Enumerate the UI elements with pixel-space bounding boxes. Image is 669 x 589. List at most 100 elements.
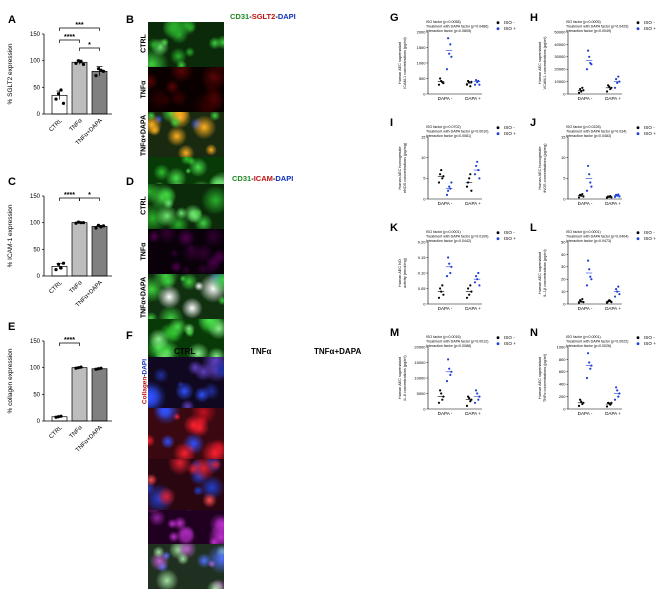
col-label-tnf-dapa: TNFα+DAPA [314, 347, 362, 356]
significance-bracket [79, 197, 100, 201]
micrograph-d-title: CD31-ICAM-DAPI [232, 174, 293, 183]
data-point [74, 221, 78, 225]
y-tick-label: 30000 [554, 54, 566, 59]
data-point [467, 395, 470, 398]
micrograph-grid-b [148, 22, 380, 427]
data-point [54, 415, 58, 419]
legend-marker [636, 342, 640, 346]
legend-marker [496, 126, 500, 130]
y-axis-label: Human AEC homogenate [398, 146, 402, 189]
data-point [99, 225, 103, 229]
x-tick-label: DAPA - [578, 96, 593, 101]
legend-marker [496, 21, 500, 25]
y-tick-label: 50000 [554, 29, 566, 34]
significance-bracket [79, 47, 100, 51]
legend-marker [636, 21, 640, 25]
y-tick-label: 10000 [554, 79, 566, 84]
data-point [475, 164, 478, 168]
legend-marker [636, 237, 640, 241]
data-point [475, 389, 478, 392]
data-point [477, 398, 480, 401]
legend-marker [636, 27, 640, 31]
data-point [447, 358, 450, 361]
panel-letter-h: H [530, 12, 538, 24]
row-label-tnf-dapa: TNFα+DAPA [140, 114, 148, 157]
legend-label: ISO + [644, 236, 656, 241]
row-label-tnf: TNFα [140, 242, 148, 261]
data-point [469, 284, 472, 287]
stats-text: ISO factor (p<0.0001) [566, 335, 601, 339]
y-tick-label: 15 [561, 134, 566, 139]
y-tick-label: 20000 [414, 344, 426, 349]
panel-letter-b: B [126, 14, 134, 26]
data-point [81, 62, 86, 66]
micrograph-image [148, 22, 225, 67]
y-axis-label: TNFα concentrations (pg/ml) [543, 353, 547, 402]
y-tick-label: 5 [423, 176, 426, 181]
data-point [445, 380, 449, 383]
data-point [447, 37, 450, 40]
stats-text: ISO factor (p=0.0228) [566, 125, 601, 129]
y-tick-label: 0 [37, 274, 41, 280]
data-point [94, 226, 98, 230]
stats-text: Interaction factor (p=0.0026) [566, 344, 611, 348]
x-tick-label: TNFα [69, 280, 84, 295]
data-point [585, 376, 589, 380]
data-point [579, 398, 582, 401]
y-tick-label: 40000 [554, 42, 566, 47]
data-point [585, 284, 589, 287]
micrograph-image [148, 357, 225, 408]
data-point [447, 256, 450, 259]
y-tick-label: 400 [559, 382, 566, 387]
data-point [588, 361, 591, 364]
significance-bracket [59, 39, 80, 43]
data-point [445, 275, 449, 278]
data-point [59, 266, 63, 270]
y-tick-label: 0.05 [418, 286, 427, 291]
data-point [442, 293, 445, 296]
col-label-tnf: TNFα [251, 347, 272, 356]
data-point [448, 262, 451, 265]
x-tick-label: DAPA - [578, 201, 593, 206]
y-tick-label: 0.10 [418, 270, 427, 275]
stats-text: Interaction factor (p=0.0081) [426, 134, 471, 138]
data-point [587, 164, 590, 168]
y-axis-label: % ICAM-1 expression [7, 204, 14, 267]
y-tick-label: 500 [419, 76, 426, 81]
data-point [615, 288, 618, 291]
data-point [448, 185, 451, 188]
stats-text: Treatment with DAPA factor (p=0.0022) [566, 340, 628, 344]
data-point [478, 284, 481, 287]
label-dapi: DAPI [141, 358, 149, 375]
data-point [587, 259, 590, 262]
legend-label: ISO - [644, 230, 655, 235]
x-tick-label: DAPA + [465, 201, 481, 206]
y-tick-label: 10 [561, 289, 566, 294]
legend-label: ISO + [504, 131, 516, 136]
data-point [610, 401, 613, 404]
data-point [56, 262, 61, 266]
data-point [74, 61, 78, 65]
scatter-chart-h: ISO factor (p=0.0005)Treatment with DAPA… [538, 20, 656, 101]
stats-text: Interaction factor (p=0.0805) [426, 29, 471, 33]
stats-text: ISO factor (p=0.0005) [566, 20, 601, 24]
legend-label: ISO - [504, 335, 515, 340]
data-point [585, 68, 589, 71]
stats-text: Interaction factor (p=0.0473) [566, 239, 611, 243]
title-dapi: DAPI [277, 12, 296, 21]
row-label-ctrl: CTRL [140, 196, 148, 215]
data-point [99, 68, 103, 72]
y-tick-label: 0.15 [418, 255, 427, 260]
row-label-tnf-dapa: TNFα+DAPA [140, 276, 148, 319]
data-point [579, 87, 582, 91]
data-point [445, 193, 449, 196]
data-point [577, 91, 581, 94]
y-axis-label: Human AEC supernatant [538, 251, 542, 294]
y-tick-label: 1500 [417, 45, 427, 50]
row-label-tnf: TNFα [140, 80, 148, 99]
y-tick-label: 200 [559, 394, 566, 399]
legend-label: ISO - [504, 20, 515, 25]
data-point [473, 281, 477, 284]
data-point [449, 271, 452, 275]
data-point [587, 352, 590, 355]
